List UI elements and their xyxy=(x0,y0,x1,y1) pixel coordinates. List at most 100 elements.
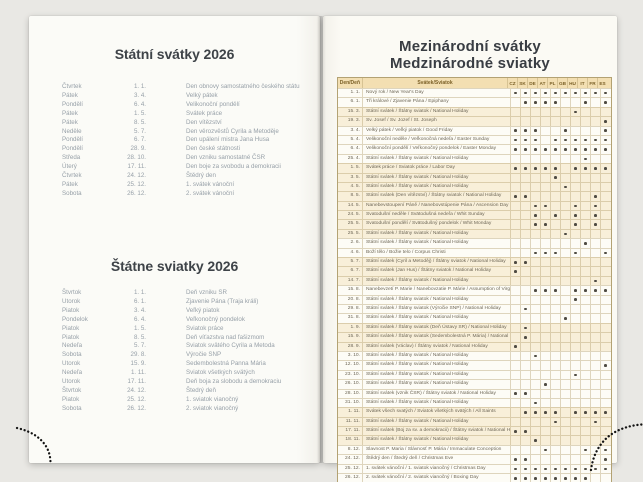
cell-holiday-name: Státní svátek / Štátny sviatok / Nationa… xyxy=(362,436,510,445)
cell-country-es xyxy=(600,117,610,126)
holiday-mark-dot xyxy=(544,289,547,292)
holiday-mark-dot xyxy=(514,458,517,461)
cell-country-es xyxy=(600,182,610,192)
czech-holidays-title: Státní svátky 2026 xyxy=(114,46,235,62)
cell-country-sk xyxy=(520,455,530,464)
holiday-mark-dot xyxy=(574,167,577,170)
cell-country-hu xyxy=(570,417,580,427)
cell-holiday-name: Státní svátek / Štátny sviatok / Nationa… xyxy=(362,380,510,389)
holiday-mark-dot xyxy=(584,91,587,95)
cell-country-de xyxy=(530,126,540,135)
col-header-country: PL xyxy=(547,78,557,88)
cell-date: 15. 9. xyxy=(347,334,360,340)
holiday-mark-dot xyxy=(514,270,517,273)
holiday-list-row: Utorok 6. 1. Zjavenie Pána (Traja králi) xyxy=(62,298,310,307)
holiday-mark-dot xyxy=(534,204,537,208)
cell-country-de xyxy=(530,408,540,417)
holiday-day: Piatok xyxy=(62,333,80,341)
table-row: 12. 10. Státní svátek / Štátny sviatok / … xyxy=(338,360,611,370)
cell-country-at xyxy=(540,126,550,135)
cell-country-cz xyxy=(510,98,520,107)
table-row: 11. 11. Státní svátek / Štátny sviatok / … xyxy=(338,416,611,427)
cell-holiday-name: Státní svátek / Štátny sviatok / Nationa… xyxy=(362,417,510,427)
holiday-mark-dot xyxy=(514,392,517,395)
holiday-mark-dot xyxy=(514,91,517,95)
cell-country-cz xyxy=(510,417,520,427)
holiday-mark-dot xyxy=(604,91,607,95)
cell-country-pl xyxy=(550,474,560,482)
cell-country-it xyxy=(580,464,590,474)
cell-country-es xyxy=(600,89,610,98)
dotted-swirl-bottom-left xyxy=(15,426,52,465)
cell-country-hu xyxy=(570,248,580,258)
cell-country-es xyxy=(600,211,610,220)
cell-country-pl xyxy=(550,220,560,229)
cell-country-sk xyxy=(520,248,530,258)
cell-country-it xyxy=(580,117,590,126)
cell-country-de xyxy=(530,201,540,211)
cell-country-cz xyxy=(510,464,520,474)
cell-country-fr xyxy=(590,117,600,126)
cell-country-de xyxy=(530,464,540,474)
table-row: 6. 1. Tři králové / Zjavenie Pána / Epiph… xyxy=(338,97,611,107)
cell-date: 3. 4. xyxy=(350,127,360,133)
cell-date: 24. 5. xyxy=(347,212,360,218)
cell-country-gb xyxy=(560,351,570,361)
cell-holiday-name: Státní svátek (Boj za sv. a demokracii) … xyxy=(362,427,510,436)
cell-country-sk xyxy=(520,361,530,370)
holiday-mark-dot xyxy=(604,101,607,104)
cell-country-hu xyxy=(570,154,580,164)
cell-country-gb xyxy=(560,135,570,145)
cell-country-sk xyxy=(520,201,530,211)
holiday-mark-dot xyxy=(544,167,547,170)
cell-country-at xyxy=(540,370,550,380)
cell-date: 2. 6. xyxy=(350,240,360,246)
holiday-name: Deň vzniku SR xyxy=(186,289,227,296)
cell-country-de xyxy=(530,135,540,145)
cell-country-at xyxy=(540,427,550,436)
holiday-list-row: Sobota 26. 12. 2. sviatok vianočný xyxy=(62,405,310,414)
cell-country-es xyxy=(600,436,610,445)
cell-country-gb xyxy=(560,98,570,107)
title-line-sk: Medzinárodné sviatky xyxy=(390,55,550,72)
cell-holiday-name: Velikonoční pondělí / Veľkonočný pondelo… xyxy=(362,145,510,154)
cell-holiday-name: Státní svátek (vznik ČSR) / Štátny sviat… xyxy=(362,389,510,398)
cell-holiday-name: Státní svátek / Štátny sviatok / Nationa… xyxy=(362,370,510,380)
cell-country-de xyxy=(530,304,540,314)
cell-country-hu xyxy=(570,89,580,98)
holiday-list-row: Utorok 15. 9. Sedembolestná Panna Mária xyxy=(62,360,310,369)
cell-date: 31. 10. xyxy=(345,399,360,405)
holiday-mark-dot xyxy=(534,101,537,104)
cell-date: 6. 4. xyxy=(350,146,360,152)
cell-country-hu xyxy=(570,323,580,333)
cell-date: 26. 12. xyxy=(345,475,360,481)
cell-country-gb xyxy=(560,445,570,455)
cell-date: 1. 1. xyxy=(350,90,360,95)
holiday-mark-dot xyxy=(544,101,547,104)
cell-country-fr xyxy=(590,267,600,276)
cell-country-gb xyxy=(560,164,570,173)
holiday-list-row: Piatok 1. 5. Sviatok práce xyxy=(62,325,310,334)
cell-country-pl xyxy=(550,135,560,145)
cell-country-gb xyxy=(560,107,570,117)
cell-holiday-name: Boží tělo / Božie telo / Corpus Christi xyxy=(362,248,510,258)
cell-holiday-name: Tři králové / Zjavenie Pána / Epiphany xyxy=(362,98,510,107)
cell-country-es xyxy=(600,267,610,276)
cell-country-pl xyxy=(550,333,560,342)
cell-country-de xyxy=(530,361,540,370)
cell-country-fr xyxy=(590,229,600,239)
holiday-mark-dot xyxy=(594,148,597,151)
cell-country-fr xyxy=(590,173,600,182)
cell-country-pl xyxy=(550,267,560,276)
cell-country-fr xyxy=(590,323,600,333)
holiday-list-row: Pátek 8. 5. Den vítězství xyxy=(62,119,310,128)
page-gutter-shadow xyxy=(317,16,326,463)
cell-country-at xyxy=(540,145,550,154)
cell-country-fr xyxy=(590,107,600,117)
cell-country-fr xyxy=(590,258,600,267)
cell-holiday-name: 2. svátek vánoční / 2. sviatok vianočný … xyxy=(362,474,510,482)
holiday-day: Středa xyxy=(62,154,81,162)
holiday-mark-dot xyxy=(594,195,597,198)
cell-country-hu xyxy=(570,276,580,286)
cell-country-hu xyxy=(570,267,580,276)
